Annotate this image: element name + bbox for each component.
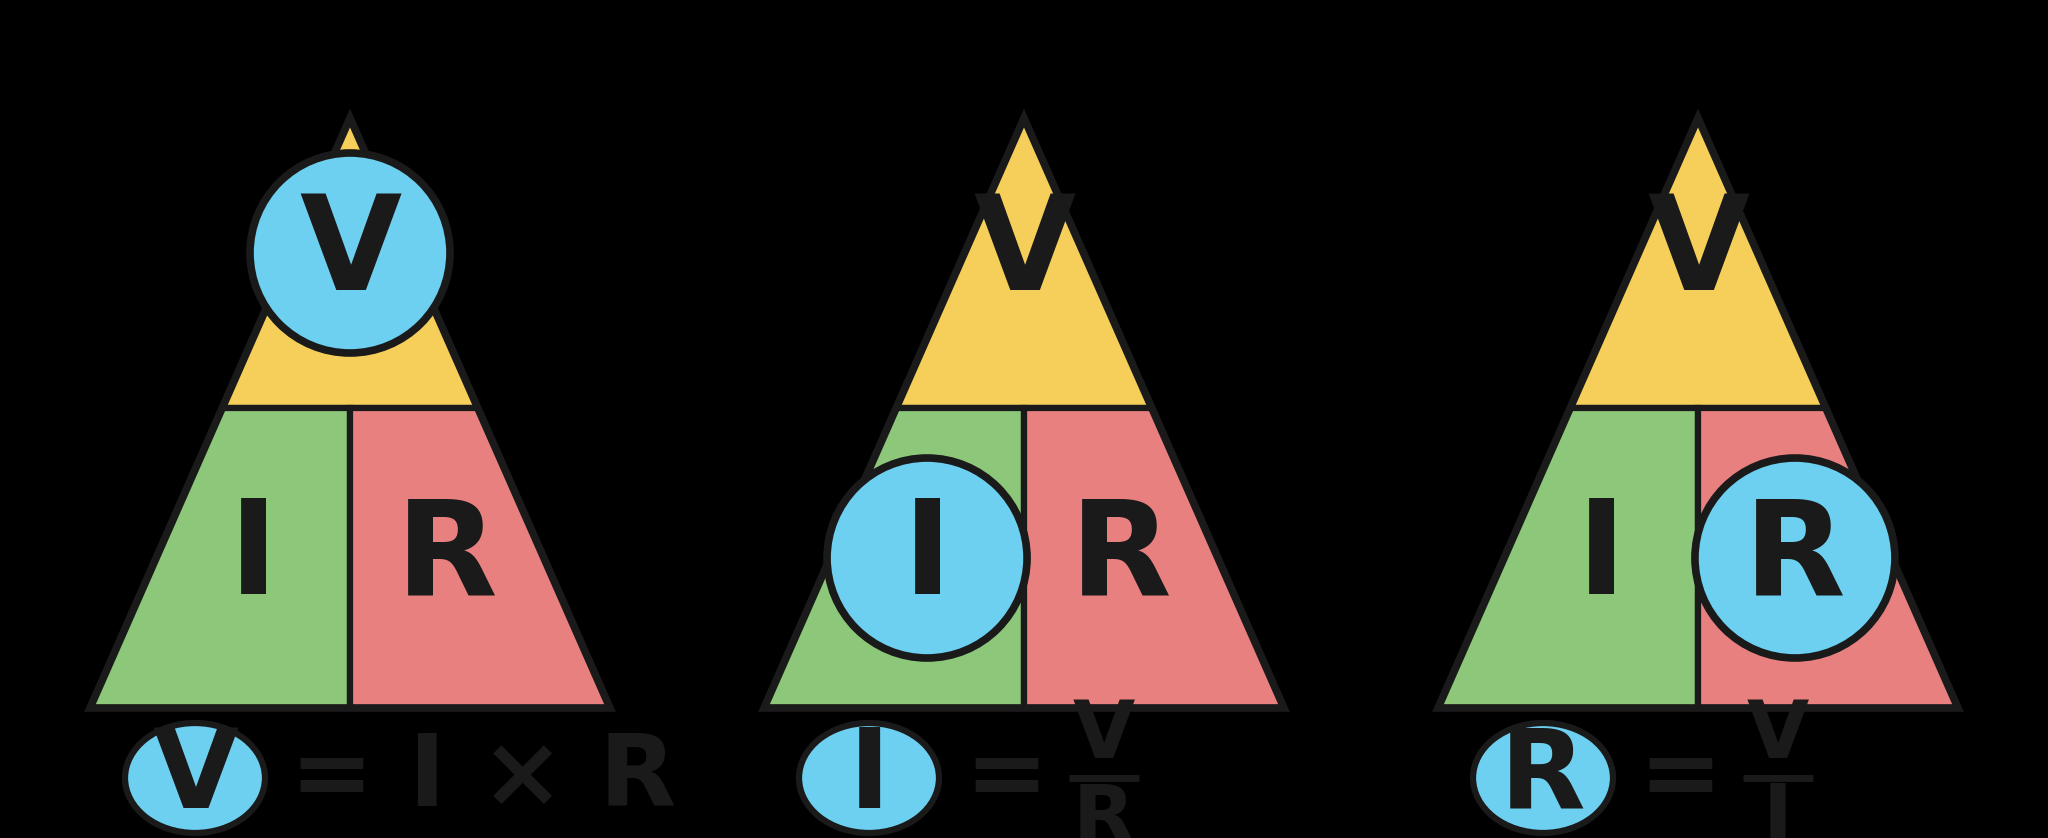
Text: V: V [1747,697,1808,775]
Text: R: R [395,494,498,622]
Text: I: I [903,494,952,622]
Circle shape [1696,458,1894,658]
Circle shape [827,458,1026,658]
Text: R: R [1073,781,1135,838]
Text: =: = [1638,730,1722,826]
Polygon shape [221,118,477,408]
Polygon shape [90,408,350,708]
Text: V: V [1073,697,1135,775]
Text: V: V [152,725,238,831]
Text: I: I [229,494,279,622]
Polygon shape [1438,408,1698,708]
Text: V: V [1647,189,1749,317]
Polygon shape [350,408,610,708]
Ellipse shape [1473,723,1614,833]
Text: R: R [1071,494,1171,622]
Text: R: R [1745,494,1845,622]
Polygon shape [1024,408,1284,708]
Text: V: V [299,189,401,317]
Ellipse shape [125,723,264,833]
Circle shape [250,153,451,353]
Text: R: R [1501,725,1585,831]
Text: = I × R: = I × R [291,730,676,826]
Polygon shape [764,408,1024,708]
Polygon shape [1698,408,1958,708]
Text: I: I [1763,781,1792,838]
Ellipse shape [799,723,938,833]
Text: I: I [848,725,889,831]
Text: =: = [965,730,1049,826]
Text: I: I [1577,494,1626,622]
Polygon shape [1571,118,1827,408]
Text: V: V [973,189,1075,317]
Polygon shape [897,118,1151,408]
